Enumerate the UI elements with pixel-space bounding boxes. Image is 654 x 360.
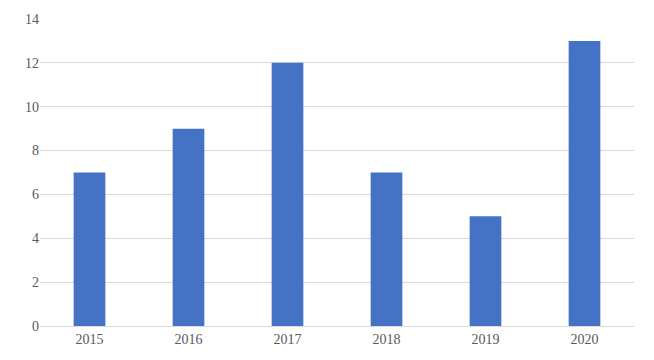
svg-text:2017: 2017: [274, 332, 302, 347]
svg-text:2020: 2020: [571, 332, 599, 347]
svg-text:2015: 2015: [76, 332, 104, 347]
svg-text:14: 14: [25, 12, 39, 27]
svg-text:10: 10: [25, 100, 39, 115]
svg-text:2: 2: [32, 275, 39, 290]
svg-text:2019: 2019: [472, 332, 500, 347]
svg-text:6: 6: [32, 187, 39, 202]
svg-text:4: 4: [32, 231, 39, 246]
svg-text:2016: 2016: [175, 332, 203, 347]
svg-text:2018: 2018: [373, 332, 401, 347]
svg-text:8: 8: [32, 143, 39, 158]
svg-text:0: 0: [32, 319, 39, 334]
svg-text:12: 12: [25, 56, 39, 71]
